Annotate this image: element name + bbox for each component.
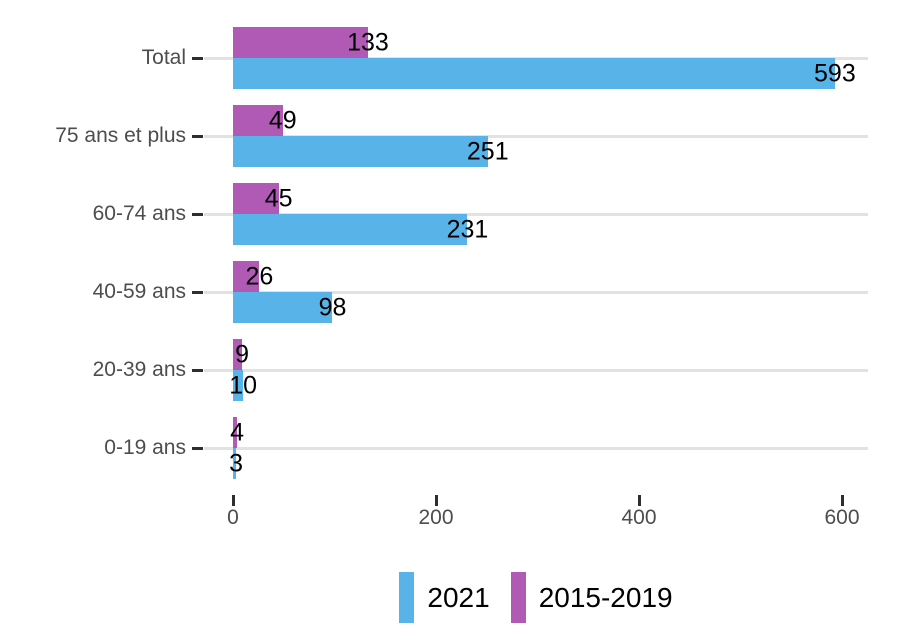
x-axis-tick bbox=[434, 495, 438, 506]
y-axis-tick bbox=[192, 290, 203, 294]
x-axis-tick bbox=[840, 495, 844, 506]
gridline bbox=[204, 290, 868, 294]
bar-value-label: 10 bbox=[229, 371, 258, 399]
y-axis-label: 0-19 ans bbox=[104, 436, 186, 459]
gridline bbox=[204, 368, 868, 372]
bar-2015-2019 bbox=[233, 339, 243, 370]
bar-value-label: 49 bbox=[268, 106, 297, 134]
bar-2021 bbox=[233, 136, 488, 167]
x-axis-tick bbox=[231, 495, 235, 506]
gridline bbox=[204, 446, 868, 450]
x-axis-label: 600 bbox=[824, 506, 860, 529]
x-axis-tick bbox=[637, 495, 641, 506]
legend-label: 2015-2019 bbox=[538, 582, 673, 613]
bar-2021 bbox=[233, 292, 333, 323]
bar-value-label: 593 bbox=[814, 59, 856, 87]
legend-key-swatch bbox=[510, 572, 526, 623]
bar-2015-2019 bbox=[233, 27, 368, 58]
bar-value-label: 133 bbox=[347, 28, 389, 56]
y-axis-tick bbox=[192, 368, 203, 372]
legend: 2021 2015-2019 bbox=[204, 572, 868, 623]
y-axis-label: Total bbox=[141, 46, 186, 69]
legend-item: 2015-2019 bbox=[510, 572, 673, 623]
bar-value-label: 98 bbox=[318, 293, 347, 321]
bar-value-label: 231 bbox=[446, 215, 489, 243]
x-axis-label: 400 bbox=[621, 506, 657, 529]
bar-value-label: 4 bbox=[230, 418, 244, 446]
bar-value-label: 45 bbox=[264, 184, 293, 212]
bar-2021 bbox=[233, 214, 468, 245]
y-axis-tick bbox=[192, 134, 203, 138]
bar-2015-2019 bbox=[233, 417, 238, 448]
bar-value-label: 3 bbox=[229, 449, 243, 477]
bar-2021 bbox=[233, 58, 835, 89]
bar-2015-2019 bbox=[233, 261, 260, 292]
bar-2021 bbox=[233, 370, 244, 401]
y-axis-tick bbox=[192, 56, 203, 60]
y-axis-tick bbox=[192, 212, 203, 216]
legend-item: 2021 bbox=[399, 572, 490, 623]
y-axis-label: 75 ans et plus bbox=[55, 124, 186, 147]
x-axis-label: 0 bbox=[227, 506, 239, 529]
bar-value-label: 26 bbox=[245, 262, 274, 290]
bar-2015-2019 bbox=[233, 183, 279, 214]
gridline bbox=[204, 212, 868, 216]
legend-label: 2021 bbox=[427, 582, 490, 613]
legend-key-swatch bbox=[399, 572, 415, 623]
y-axis-label: 60-74 ans bbox=[92, 202, 186, 225]
bar-value-label: 9 bbox=[235, 340, 250, 368]
bar-2015-2019 bbox=[233, 105, 283, 136]
gridline bbox=[204, 134, 868, 138]
bar-2021 bbox=[233, 448, 237, 479]
x-axis-label: 200 bbox=[418, 506, 454, 529]
y-axis-label: 40-59 ans bbox=[92, 280, 186, 303]
bar-value-label: 251 bbox=[466, 137, 509, 165]
y-axis-label: 20-39 ans bbox=[92, 358, 186, 381]
y-axis-tick bbox=[192, 446, 203, 450]
